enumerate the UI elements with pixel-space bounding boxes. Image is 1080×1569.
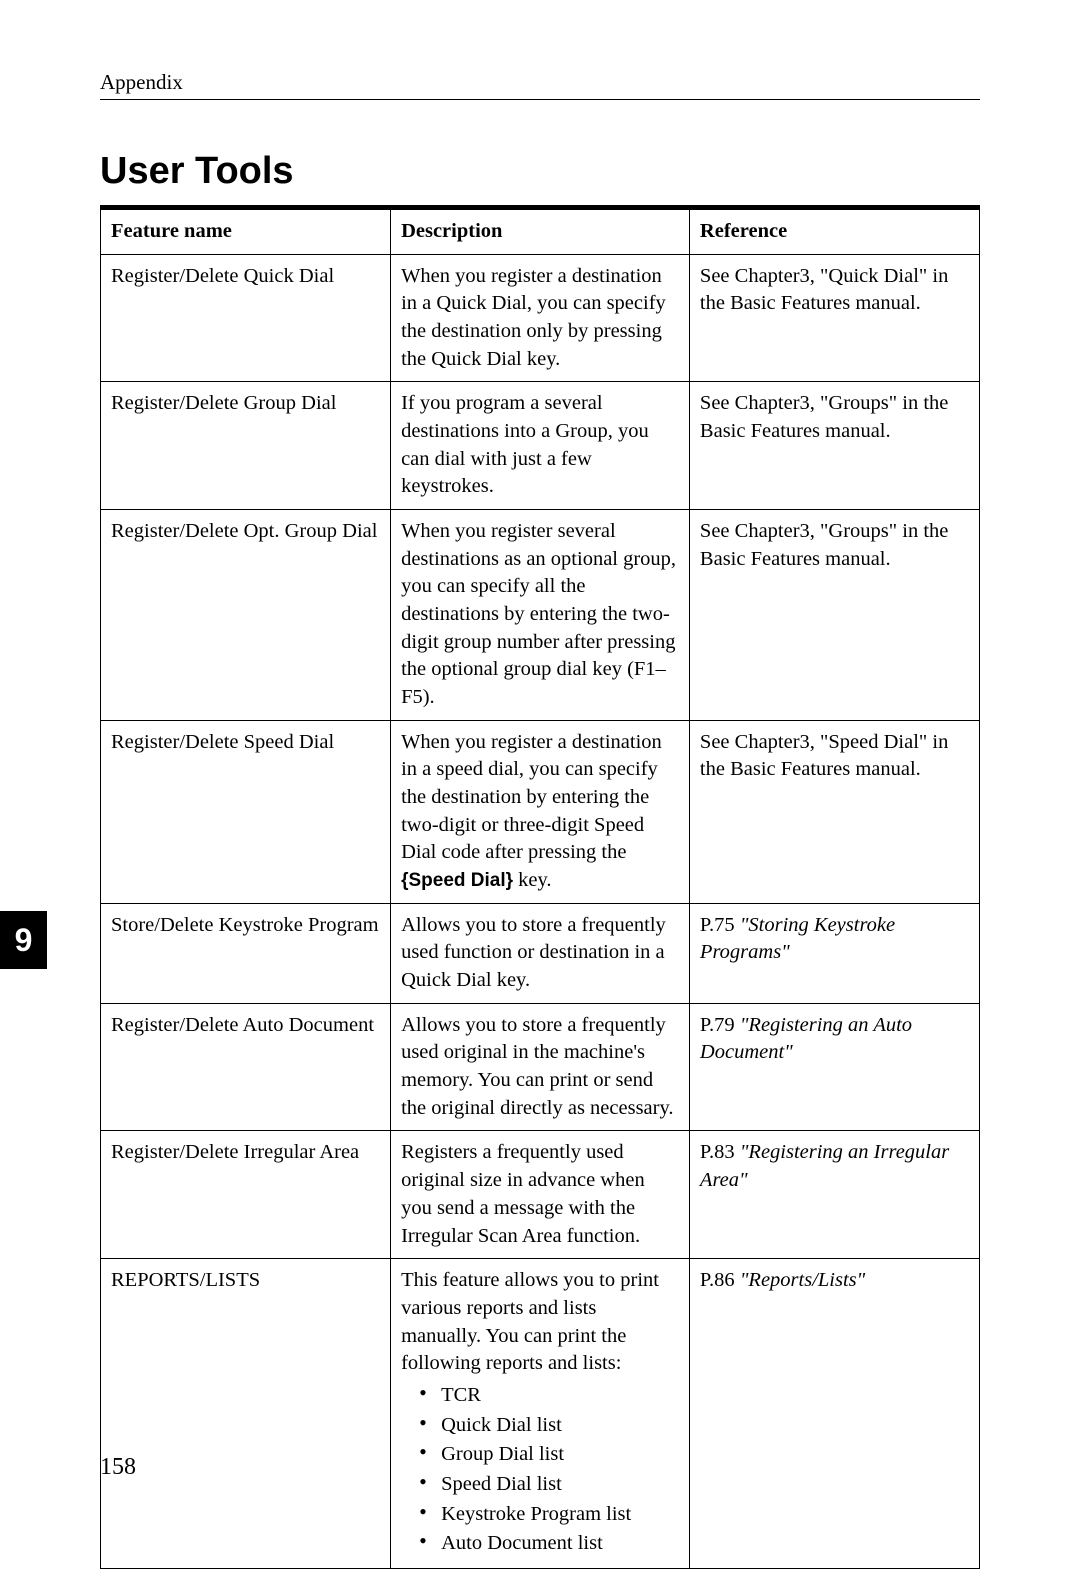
reference-cell: See Chapter3, "Groups" in the Basic Feat… [689,510,979,721]
user-tools-table: Feature name Description Reference Regis… [100,210,980,1569]
description-cell: Allows you to store a frequently used fu… [391,903,690,1003]
description-intro: This feature allows you to print various… [401,1267,679,1378]
reports-list: TCR Quick Dial list Group Dial list Spee… [401,1382,679,1558]
description-cell: If you program a several destinations in… [391,382,690,510]
reference-cell: See Chapter3, "Speed Dial" in the Basic … [689,720,979,903]
feature-cell: Register/Delete Opt. Group Dial [101,510,391,721]
feature-cell: REPORTS/LISTS [101,1259,391,1569]
feature-cell: Register/Delete Group Dial [101,382,391,510]
table-row: Register/Delete Speed Dial When you regi… [101,720,980,903]
reference-cell: P.83 "Registering an Irregular Area" [689,1131,979,1259]
feature-cell: Register/Delete Quick Dial [101,254,391,382]
table-row: Register/Delete Group Dial If you progra… [101,382,980,510]
description-cell: When you register a destination in a spe… [391,720,690,903]
reference-cell: P.79 "Registering an Auto Document" [689,1003,979,1131]
table-row: Register/Delete Irregular Area Registers… [101,1131,980,1259]
reference-cell: See Chapter3, "Groups" in the Basic Feat… [689,382,979,510]
feature-cell: Register/Delete Speed Dial [101,720,391,903]
table-row: Register/Delete Auto Document Allows you… [101,1003,980,1131]
table-header-description: Description [391,210,690,254]
list-item: Quick Dial list [419,1412,679,1440]
list-item: Auto Document list [419,1530,679,1558]
appendix-header: Appendix [100,70,980,100]
description-cell: When you register several destinations a… [391,510,690,721]
feature-cell: Store/Delete Keystroke Program [101,903,391,1003]
ref-prefix: P.79 [700,1014,740,1036]
description-cell: Registers a frequently used original siz… [391,1131,690,1259]
feature-cell: Register/Delete Irregular Area [101,1131,391,1259]
ref-prefix: P.75 [700,914,740,936]
description-cell: When you register a destination in a Qui… [391,254,690,382]
section-title: User Tools [100,150,980,193]
description-text: key. [513,869,552,891]
description-cell: Allows you to store a frequently used or… [391,1003,690,1131]
description-cell: This feature allows you to print various… [391,1259,690,1569]
page-number: 158 [100,1454,136,1481]
table-header-reference: Reference [689,210,979,254]
keycap-close: } [506,870,513,891]
reference-cell: P.86 "Reports/Lists" [689,1259,979,1569]
list-item: Keystroke Program list [419,1501,679,1529]
list-item: Speed Dial list [419,1471,679,1499]
list-item: TCR [419,1382,679,1410]
feature-cell: Register/Delete Auto Document [101,1003,391,1131]
table-row: Register/Delete Opt. Group Dial When you… [101,510,980,721]
table-row: Register/Delete Quick Dial When you regi… [101,254,980,382]
list-item: Group Dial list [419,1441,679,1469]
table-row: REPORTS/LISTS This feature allows you to… [101,1259,980,1569]
table-header-feature: Feature name [101,210,391,254]
ref-prefix: P.86 [700,1269,740,1291]
description-text: When you register a destination in a spe… [401,731,662,864]
page-tab: 9 [0,911,47,969]
reference-cell: See Chapter3, "Quick Dial" in the Basic … [689,254,979,382]
ref-prefix: P.83 [700,1141,740,1163]
keycap-text: Speed Dial [408,870,505,891]
reference-cell: P.75 "Storing Keystroke Programs" [689,903,979,1003]
table-row: Store/Delete Keystroke Program Allows yo… [101,903,980,1003]
ref-italic: "Reports/Lists" [740,1269,865,1291]
